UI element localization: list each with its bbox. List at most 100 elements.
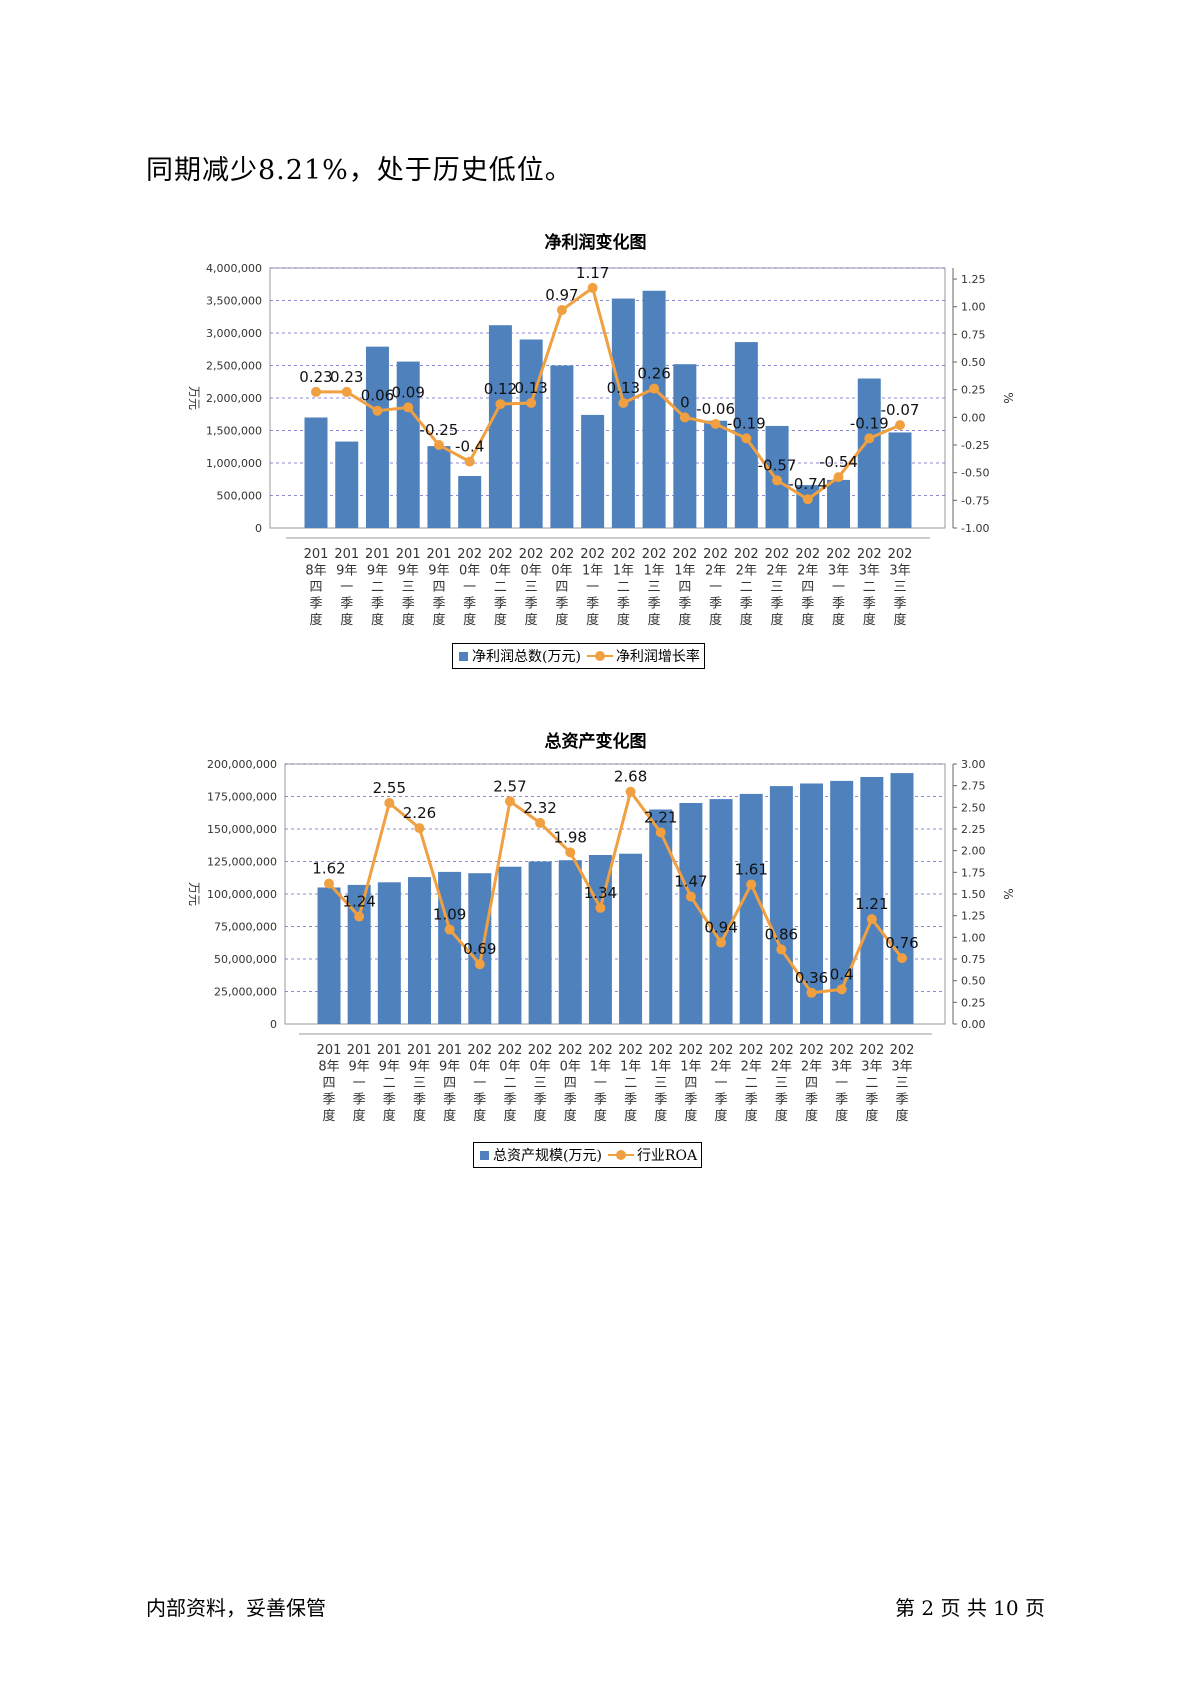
x-tick-label: 202 bbox=[498, 1043, 523, 1058]
x-tick-label: 度 bbox=[309, 612, 322, 628]
x-tick-label: 202 bbox=[588, 1043, 613, 1058]
x-tick-label: 三 bbox=[893, 580, 906, 595]
line-point bbox=[535, 817, 546, 828]
x-tick-label: 度 bbox=[340, 612, 353, 628]
bar bbox=[396, 361, 420, 528]
chart1-title: 净利润变化图 bbox=[544, 233, 647, 253]
y2-axis-title: % bbox=[1001, 888, 1015, 899]
x-tick-label: 四 bbox=[801, 580, 814, 595]
x-tick-label: 三 bbox=[525, 580, 538, 595]
x-tick-label: 度 bbox=[534, 1108, 547, 1124]
line-point bbox=[897, 953, 907, 964]
y-tick-label: 2,000,000 bbox=[206, 392, 262, 405]
bar bbox=[317, 887, 341, 1024]
line-point bbox=[324, 878, 334, 889]
x-tick-label: 9年 bbox=[428, 564, 449, 579]
y2-tick-label: -0.75 bbox=[961, 494, 989, 507]
x-tick-label: 季 bbox=[832, 597, 845, 612]
x-tick-label: 202 bbox=[558, 1043, 583, 1058]
x-tick-label: 202 bbox=[734, 547, 759, 562]
x-tick-label: 0年 bbox=[490, 564, 511, 579]
x-tick-label: 季 bbox=[678, 597, 691, 612]
bar bbox=[581, 414, 605, 528]
x-tick-label: 度 bbox=[322, 1108, 335, 1124]
data-label: -0.19 bbox=[850, 414, 889, 432]
y-tick-label: 175,000,000 bbox=[207, 791, 277, 804]
data-label: 0.23 bbox=[330, 368, 363, 386]
x-tick-label: 季 bbox=[494, 597, 507, 612]
line-point bbox=[433, 440, 444, 451]
x-tick-label: 3年 bbox=[828, 564, 849, 579]
x-tick-label: 201 bbox=[334, 547, 359, 562]
y-tick-label: 75,000,000 bbox=[214, 921, 277, 934]
x-tick-label: 度 bbox=[413, 1108, 426, 1124]
x-tick-label: 1年 bbox=[650, 1060, 671, 1075]
x-tick-label: 度 bbox=[402, 612, 415, 628]
line-point bbox=[895, 420, 905, 431]
x-tick-label: 季 bbox=[865, 1093, 878, 1108]
x-tick-label: 201 bbox=[377, 1043, 402, 1058]
line-series bbox=[327, 788, 904, 995]
line-point bbox=[354, 911, 365, 922]
x-tick-label: 度 bbox=[353, 1108, 366, 1124]
y-axis-title: 万元 bbox=[187, 882, 201, 906]
x-tick-label: 8年 bbox=[318, 1060, 339, 1075]
x-tick-label: 度 bbox=[684, 1108, 697, 1124]
y2-tick-label: 1.75 bbox=[961, 866, 986, 879]
line-point bbox=[679, 412, 690, 423]
x-tick-label: 季 bbox=[503, 1093, 516, 1108]
x-tick-label: 度 bbox=[594, 1108, 607, 1124]
y2-tick-label: 2.75 bbox=[961, 780, 986, 793]
bar bbox=[407, 877, 431, 1024]
y2-tick-label: 2.25 bbox=[961, 823, 986, 836]
x-tick-label: 度 bbox=[555, 612, 568, 628]
x-tick-label: 二 bbox=[740, 580, 753, 595]
x-tick-label: 四 bbox=[678, 580, 691, 595]
x-tick-label: 季 bbox=[648, 597, 661, 612]
data-label: 1.17 bbox=[576, 264, 609, 282]
bar bbox=[377, 882, 401, 1024]
x-tick-label: 2年 bbox=[710, 1060, 731, 1075]
x-tick-label: 季 bbox=[654, 1093, 667, 1108]
x-tick-label: 1年 bbox=[582, 564, 603, 579]
x-tick-label: 二 bbox=[863, 580, 876, 595]
x-tick-label: 季 bbox=[564, 1093, 577, 1108]
x-tick-label: 四 bbox=[805, 1076, 818, 1091]
legend-line-label: 净利润增长率 bbox=[615, 649, 700, 665]
data-label: -0.07 bbox=[881, 401, 920, 419]
line-point bbox=[341, 386, 352, 397]
bar bbox=[709, 799, 733, 1024]
x-tick-label: 度 bbox=[863, 612, 876, 628]
x-tick-label: 季 bbox=[594, 1093, 607, 1108]
y2-tick-label: 0.25 bbox=[961, 996, 986, 1009]
x-tick-label: 二 bbox=[503, 1076, 516, 1091]
x-tick-label: 0年 bbox=[521, 564, 542, 579]
x-tick-label: 季 bbox=[443, 1093, 456, 1108]
x-tick-label: 季 bbox=[775, 1093, 788, 1108]
data-label: 0.97 bbox=[545, 286, 578, 304]
x-tick-label: 度 bbox=[564, 1108, 577, 1124]
x-tick-label: 度 bbox=[715, 1108, 728, 1124]
line-point bbox=[716, 937, 727, 948]
line-point bbox=[556, 305, 567, 316]
y2-tick-label: 0.25 bbox=[961, 384, 986, 397]
x-tick-label: 2年 bbox=[741, 1060, 762, 1075]
x-tick-label: 202 bbox=[765, 547, 790, 562]
x-tick-label: 季 bbox=[340, 597, 353, 612]
data-label: 1.61 bbox=[735, 860, 768, 878]
x-tick-label: 202 bbox=[857, 547, 882, 562]
data-label: -0.57 bbox=[758, 456, 797, 474]
bar bbox=[365, 346, 389, 528]
bar bbox=[888, 432, 912, 528]
x-tick-label: 度 bbox=[463, 612, 476, 628]
x-tick-label: 201 bbox=[347, 1043, 372, 1058]
x-tick-label: 度 bbox=[893, 612, 906, 628]
y2-tick-label: -1.00 bbox=[961, 522, 989, 535]
x-tick-label: 季 bbox=[715, 1093, 728, 1108]
x-tick-label: 一 bbox=[353, 1076, 366, 1091]
line-point bbox=[372, 405, 383, 416]
bar bbox=[679, 803, 703, 1024]
y2-axis-title: % bbox=[1001, 392, 1015, 403]
y2-tick-label: 3.00 bbox=[961, 758, 986, 771]
x-tick-label: 2年 bbox=[736, 564, 757, 579]
